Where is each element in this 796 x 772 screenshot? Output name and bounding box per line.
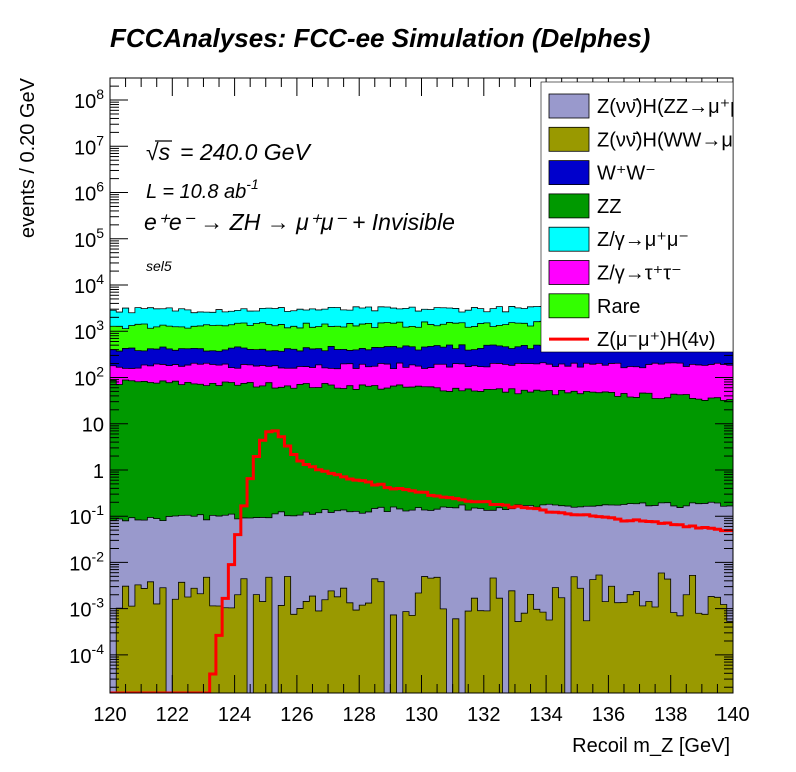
legend-label: Z(μ⁻μ⁺)H(4ν) bbox=[597, 329, 716, 351]
x-axis-label: Recoil m_Z [GeV] bbox=[572, 735, 730, 757]
sqrt-s-value: = 240.0 GeV bbox=[180, 139, 312, 165]
y-tick-label: 10-2 bbox=[69, 548, 104, 575]
y-tick-label: 106 bbox=[74, 179, 104, 206]
legend-label: ZZ bbox=[597, 196, 621, 218]
x-tick-label: 124 bbox=[218, 704, 251, 726]
legend-label: Rare bbox=[597, 296, 640, 318]
x-tick-label: 140 bbox=[716, 704, 749, 726]
legend-label: Z/γ→τ⁺τ⁻ bbox=[597, 263, 682, 285]
legend-swatch bbox=[548, 93, 590, 119]
signal-histogram bbox=[110, 429, 733, 693]
y-tick-label: 105 bbox=[74, 225, 104, 252]
sqrt-s-symbol: √s bbox=[146, 139, 171, 165]
plot-area bbox=[110, 305, 733, 693]
legend-entry: Z/γ→μ⁺μ⁻ bbox=[548, 226, 689, 252]
legend-label: Z(νν̄)H(WW→μ⁺νμ⁻ν̄) bbox=[597, 129, 792, 151]
y-tick-label: 10 bbox=[82, 415, 104, 437]
x-tick-label: 132 bbox=[467, 704, 500, 726]
x-tick-label: 134 bbox=[529, 704, 562, 726]
stacked-backgrounds bbox=[110, 305, 733, 693]
x-tick-label: 136 bbox=[592, 704, 625, 726]
legend-label: Z(νν̄)H(ZZ→μ⁺μ⁻νν̄) bbox=[597, 96, 779, 118]
x-tick-label: 138 bbox=[654, 704, 687, 726]
y-tick-label: 102 bbox=[74, 363, 104, 390]
y-tick-label: 107 bbox=[74, 132, 104, 159]
legend-swatch bbox=[548, 126, 590, 152]
legend-swatch bbox=[548, 226, 590, 252]
plot-annotations: √s = 240.0 GeV L = 10.8 ab-1 e⁺e⁻ → ZH →… bbox=[144, 139, 455, 274]
legend-entry: Rare bbox=[548, 293, 640, 319]
legend-entry: Z(νν̄)H(ZZ→μ⁺μ⁻νν̄) bbox=[548, 93, 779, 119]
legend: Z(νν̄)H(ZZ→μ⁺μ⁻νν̄) Z(νν̄)H(WW→μ⁺νμ⁻ν̄) W⁺… bbox=[540, 81, 792, 353]
y-tick-label: 10-3 bbox=[69, 595, 104, 622]
legend-swatch bbox=[548, 260, 590, 285]
process-label: e⁺e⁻ → ZH → μ⁺μ⁻ + Invisible bbox=[144, 209, 455, 235]
luminosity-label: L = 10.8 ab-1 bbox=[146, 176, 259, 203]
x-axis: 120 122 124 126 128 130 132 134 136 138 140 bbox=[93, 78, 750, 726]
selection-label: sel5 bbox=[146, 258, 172, 274]
legend-entry: W⁺W⁻ bbox=[548, 160, 656, 186]
stack-z-h-ww- bbox=[110, 572, 733, 693]
x-tick-label: 120 bbox=[93, 704, 126, 726]
y-tick-label: 103 bbox=[74, 317, 104, 344]
x-tick-label: 128 bbox=[343, 704, 376, 726]
legend-entry: Z(νν̄)H(WW→μ⁺νμ⁻ν̄) bbox=[548, 126, 792, 152]
chart-title: FCCAnalyses: FCC-ee Simulation (Delphes) bbox=[110, 23, 650, 53]
y-tick-label: 104 bbox=[74, 271, 104, 298]
legend-swatch bbox=[548, 293, 590, 319]
legend-swatch bbox=[548, 160, 590, 186]
legend-entry: Z(μ⁻μ⁺)H(4ν) bbox=[549, 329, 716, 351]
legend-entry: ZZ bbox=[548, 193, 621, 219]
y-tick-label: 1 bbox=[93, 461, 104, 483]
legend-label: Z/γ→μ⁺μ⁻ bbox=[597, 229, 689, 251]
x-tick-label: 126 bbox=[280, 704, 313, 726]
y-tick-label: 10-1 bbox=[69, 502, 104, 529]
y-tick-label: 108 bbox=[74, 86, 104, 113]
x-tick-label: 122 bbox=[156, 704, 189, 726]
legend-entry: Z/γ→τ⁺τ⁻ bbox=[548, 260, 682, 285]
x-tick-label: 130 bbox=[405, 704, 438, 726]
signal-line bbox=[110, 429, 733, 693]
legend-swatch bbox=[548, 193, 590, 219]
y-tick-label: 10-4 bbox=[69, 641, 104, 668]
legend-label: W⁺W⁻ bbox=[597, 163, 656, 185]
y-axis-label: events / 0.20 GeV bbox=[17, 77, 39, 238]
